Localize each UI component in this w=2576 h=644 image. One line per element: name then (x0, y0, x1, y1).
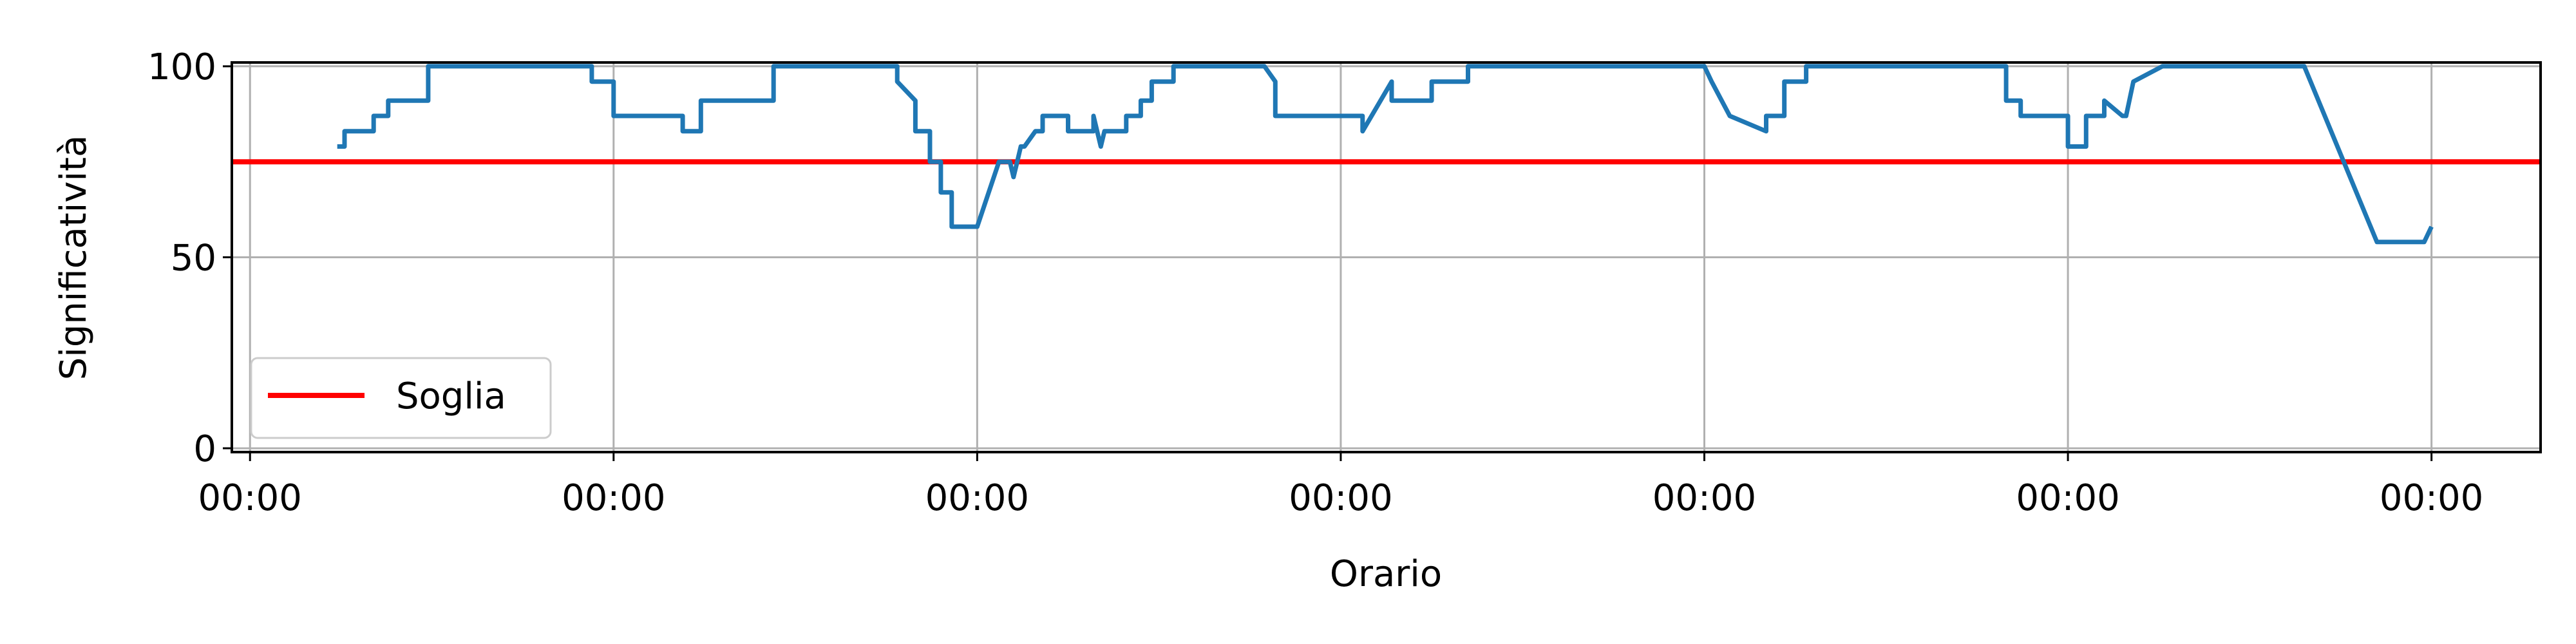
legend-threshold-label: Soglia (396, 375, 506, 417)
x-tick-label: 00:00 (198, 477, 302, 519)
x-axis-label: Orario (1330, 553, 1442, 595)
x-tick-label: 00:00 (1289, 477, 1392, 519)
y-tick-label: 0 (193, 428, 216, 470)
legend-box (250, 357, 552, 439)
significance-series-line (337, 64, 2434, 245)
x-tick-label: 00:00 (925, 477, 1029, 519)
x-tick-label: 00:00 (2016, 477, 2119, 519)
x-tick-label: 00:00 (562, 477, 665, 519)
x-tick-label: 00:00 (1653, 477, 1756, 519)
series-layer (337, 64, 2434, 245)
tick-layer: 00:00 00:00 00:00 00:00 00:00 00:00 00:00 0 50 10… (147, 46, 2483, 519)
y-axis-label: Significatività (53, 135, 95, 381)
grid-lines (232, 62, 2541, 452)
legend: Soglia (250, 357, 552, 439)
y-tick-label: 100 (147, 46, 216, 88)
x-tick-label: 00:00 (2380, 477, 2483, 519)
y-tick-label: 50 (171, 238, 216, 279)
